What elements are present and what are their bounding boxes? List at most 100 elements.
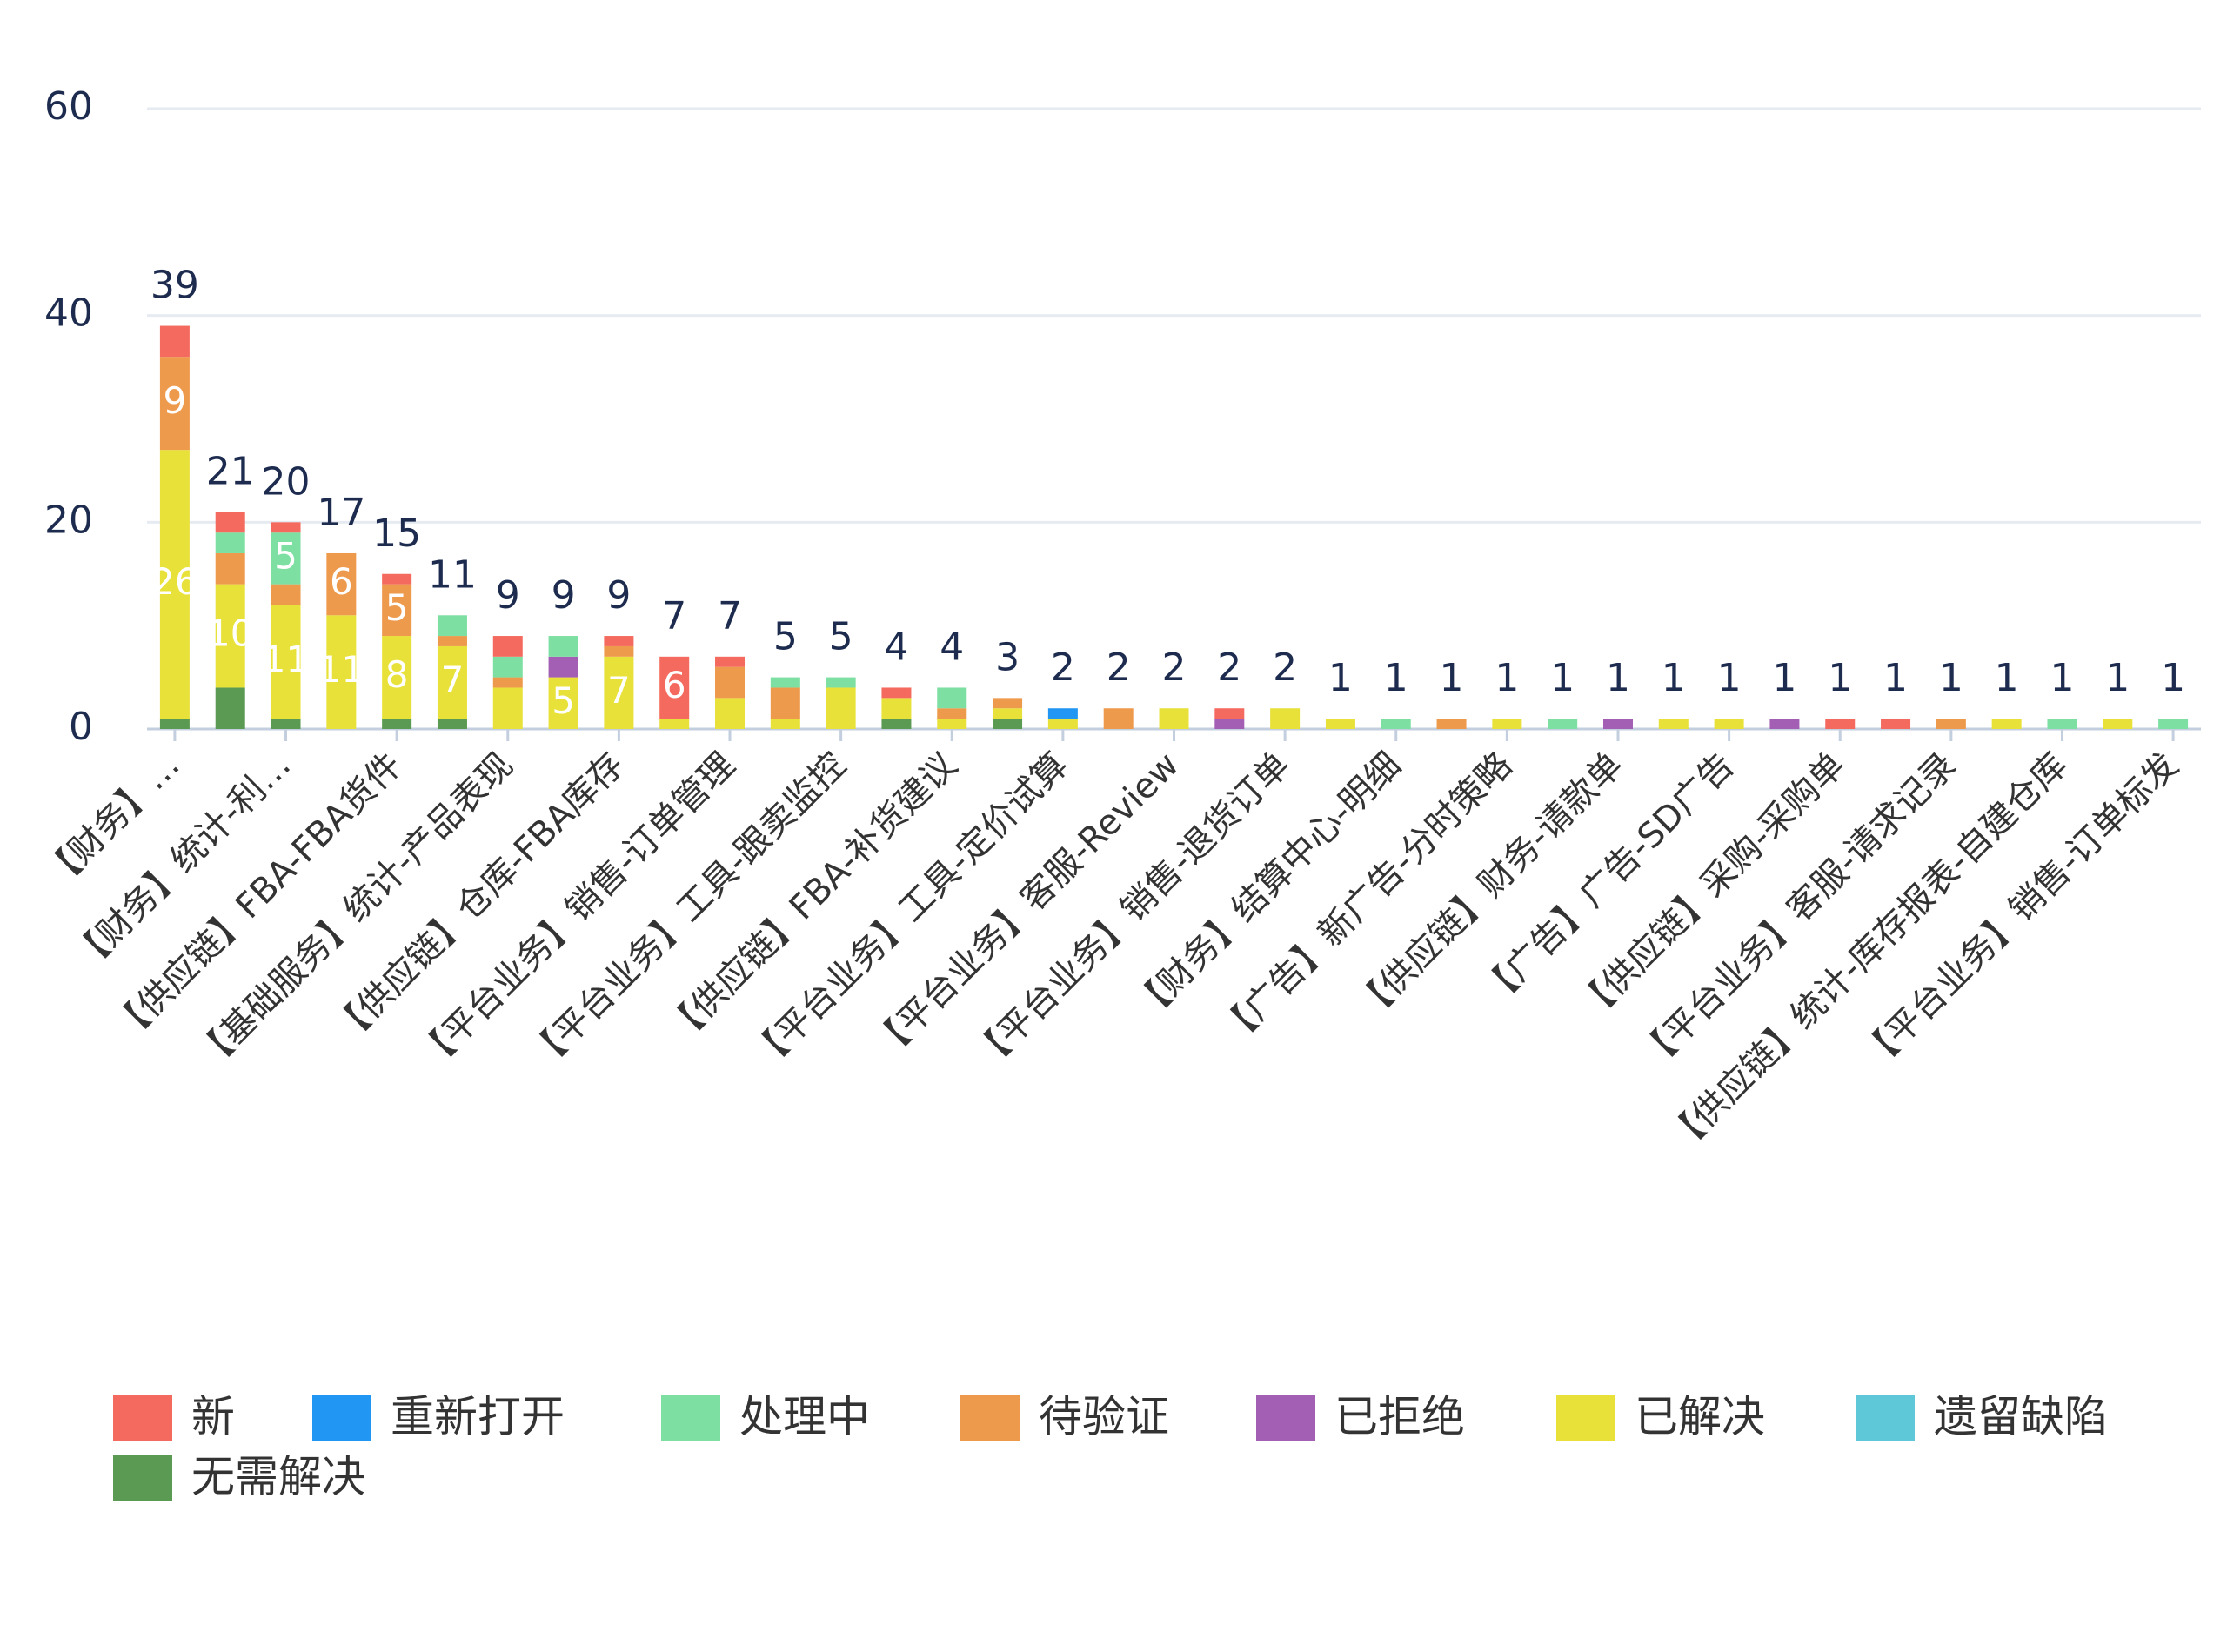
bar-segment [715, 666, 746, 699]
total-label: 4 [940, 625, 964, 669]
bar-segment [937, 708, 967, 719]
legend-swatch [960, 1395, 1020, 1441]
bar-segment [826, 677, 856, 688]
segment-label: 26 [151, 560, 197, 603]
bar-segment [437, 719, 467, 729]
total-label: 1 [1440, 656, 1464, 700]
bar-segment [437, 645, 467, 719]
bar-segment [159, 325, 190, 358]
total-label: 39 [150, 264, 199, 308]
legend-swatch [312, 1395, 371, 1441]
bar-segment [1381, 719, 1411, 729]
bar-segment [215, 532, 245, 553]
legend-label: 重新打开 [391, 1392, 565, 1442]
total-label: 2 [1051, 645, 1075, 690]
bar-segment [659, 656, 690, 719]
bar-segment [215, 687, 245, 729]
segment-label: 10 [207, 612, 253, 655]
bar-segment [1548, 719, 1578, 729]
bar-segment [215, 552, 245, 585]
total-label: 9 [496, 573, 520, 618]
total-label: 1 [1772, 656, 1796, 700]
bar-segment [604, 645, 634, 657]
bar-segment [437, 636, 467, 646]
legend-swatch [661, 1395, 720, 1441]
bar-segment [993, 708, 1023, 719]
bar-segment [1492, 719, 1522, 729]
total-label: 21 [206, 449, 255, 493]
total-label: 9 [552, 573, 576, 618]
total-label: 1 [1939, 656, 1963, 700]
bar-segment [492, 677, 523, 688]
bar-segment [1214, 708, 1245, 719]
total-label: 7 [718, 594, 742, 639]
segment-label: 11 [318, 648, 364, 691]
legend-label: 新 [191, 1392, 235, 1442]
legend-swatch [113, 1395, 172, 1441]
total-label: 2 [1217, 645, 1241, 690]
total-label: 1 [2050, 656, 2074, 700]
total-label: 11 [428, 552, 477, 597]
bar-segment [326, 552, 357, 616]
bar-segment [770, 719, 800, 729]
bar-segment [1825, 719, 1856, 729]
bar-segment [1103, 708, 1134, 729]
bar-segment [1936, 719, 1966, 729]
total-label: 9 [606, 573, 631, 618]
total-label: 4 [884, 625, 908, 669]
total-label: 1 [1328, 656, 1353, 700]
legend-label: 待验证 [1039, 1392, 1169, 1442]
bar-segment [1325, 719, 1355, 729]
bar-segment [492, 687, 523, 729]
total-label: 7 [662, 594, 686, 639]
bar-segment [770, 687, 800, 719]
bar-segment [382, 636, 412, 719]
bar-segment [1658, 719, 1689, 729]
bar-segment [1714, 719, 1744, 729]
bar-segment [715, 698, 746, 729]
bar-segment [382, 719, 412, 729]
total-label: 1 [1495, 656, 1519, 700]
bar-segment [993, 698, 1023, 709]
bar-segment [881, 719, 912, 729]
bar-segment [159, 719, 190, 729]
total-label: 2 [1273, 645, 1297, 690]
bar-segment [215, 584, 245, 688]
total-label: 1 [2105, 656, 2130, 700]
y-tick-label: 60 [44, 84, 93, 129]
bar-segment [1769, 719, 1800, 729]
bar-segment [159, 450, 190, 719]
segment-label: 5 [274, 534, 298, 577]
total-label: 1 [2161, 656, 2185, 700]
bar-segment [993, 719, 1023, 729]
bar-segment [271, 532, 301, 585]
bar-segment [159, 357, 190, 451]
segment-label: 11 [263, 638, 309, 680]
bar-segment [604, 656, 634, 729]
total-label: 1 [1606, 656, 1630, 700]
total-label: 2 [1107, 645, 1131, 690]
bar-segment [492, 656, 523, 678]
segment-label: 6 [663, 664, 686, 706]
segment-label: 6 [330, 560, 353, 603]
total-label: 2 [1162, 645, 1187, 690]
segment-label: 7 [441, 659, 465, 701]
total-label: 17 [317, 491, 365, 535]
total-label: 1 [1717, 656, 1742, 700]
total-label: 1 [1995, 656, 2019, 700]
bar-segment [271, 719, 301, 729]
bar-segment [271, 522, 301, 533]
legend-label: 处理中 [739, 1392, 870, 1442]
legend-swatch [1856, 1395, 1915, 1441]
legend-swatch [113, 1455, 172, 1501]
bar-segment [937, 687, 967, 709]
legend-swatch [1256, 1395, 1315, 1441]
legend-label: 已拒绝 [1334, 1392, 1465, 1442]
bar-segment [1270, 708, 1301, 729]
bar-segment [2103, 719, 2133, 729]
total-label: 1 [1662, 656, 1686, 700]
y-tick-label: 40 [44, 291, 93, 336]
bar-segment [271, 584, 301, 605]
bar-segment [715, 656, 746, 667]
bar-segment [437, 615, 467, 637]
